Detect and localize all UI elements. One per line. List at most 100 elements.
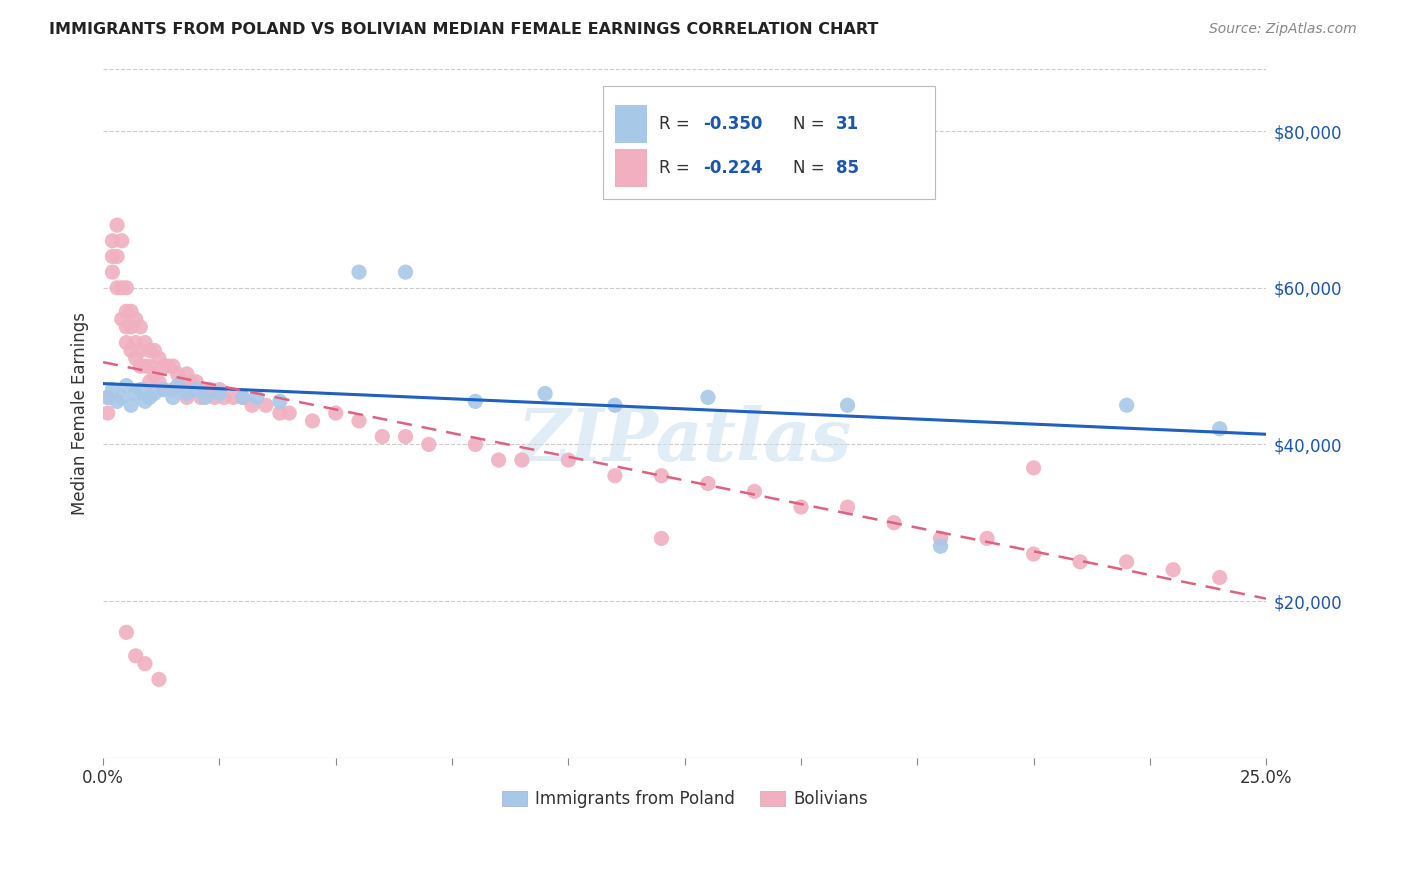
Point — [105, 394, 128, 409]
Point — [603, 398, 626, 412]
Point — [212, 391, 235, 405]
Text: R =: R = — [659, 115, 695, 133]
Point — [148, 375, 170, 389]
Point — [204, 391, 226, 405]
Point — [790, 500, 813, 514]
Text: -0.350: -0.350 — [703, 115, 762, 133]
Text: 31: 31 — [837, 115, 859, 133]
Point — [347, 414, 370, 428]
Point — [929, 539, 952, 553]
Point — [143, 343, 166, 358]
Point — [301, 414, 323, 428]
Point — [148, 673, 170, 687]
Point — [186, 375, 208, 389]
Point — [115, 304, 138, 318]
Point — [115, 378, 138, 392]
Point — [198, 383, 221, 397]
Point — [172, 375, 194, 389]
Point — [208, 386, 231, 401]
Point — [837, 398, 859, 412]
Point — [976, 532, 998, 546]
Point — [115, 335, 138, 350]
Point — [138, 375, 160, 389]
Point — [101, 234, 124, 248]
Point — [134, 359, 156, 373]
Point — [129, 383, 152, 397]
Point — [143, 367, 166, 381]
FancyBboxPatch shape — [614, 150, 647, 187]
Point — [152, 383, 174, 397]
Text: IMMIGRANTS FROM POLAND VS BOLIVIAN MEDIAN FEMALE EARNINGS CORRELATION CHART: IMMIGRANTS FROM POLAND VS BOLIVIAN MEDIA… — [49, 22, 879, 37]
Point — [115, 625, 138, 640]
Point — [148, 351, 170, 366]
Point — [246, 391, 269, 405]
Point — [162, 359, 184, 373]
Point — [232, 391, 254, 405]
Point — [1208, 570, 1230, 584]
Point — [120, 304, 142, 318]
Point — [97, 391, 120, 405]
Point — [152, 359, 174, 373]
Legend: Immigrants from Poland, Bolivians: Immigrants from Poland, Bolivians — [495, 783, 875, 814]
Point — [269, 394, 291, 409]
Point — [134, 394, 156, 409]
Text: Source: ZipAtlas.com: Source: ZipAtlas.com — [1209, 22, 1357, 37]
Text: 85: 85 — [837, 160, 859, 178]
Point — [97, 406, 120, 420]
Point — [190, 391, 212, 405]
Point — [101, 265, 124, 279]
Point — [534, 386, 557, 401]
Point — [162, 383, 184, 397]
Point — [138, 359, 160, 373]
Point — [488, 453, 510, 467]
Point — [464, 437, 486, 451]
Point — [278, 406, 301, 420]
Point — [394, 265, 416, 279]
Point — [697, 476, 720, 491]
Point — [105, 218, 128, 232]
Point — [194, 383, 217, 397]
Point — [194, 391, 217, 405]
Point — [510, 453, 533, 467]
Point — [269, 406, 291, 420]
Point — [371, 429, 394, 443]
Point — [1115, 555, 1137, 569]
Point — [1208, 422, 1230, 436]
Point — [101, 250, 124, 264]
Point — [208, 383, 231, 397]
Point — [162, 391, 184, 405]
Point — [222, 391, 245, 405]
Point — [143, 386, 166, 401]
Point — [929, 532, 952, 546]
Point — [325, 406, 347, 420]
Point — [134, 657, 156, 671]
Point — [557, 453, 579, 467]
Point — [125, 648, 148, 663]
Point — [125, 335, 148, 350]
Y-axis label: Median Female Earnings: Median Female Earnings — [72, 311, 89, 515]
Point — [166, 378, 188, 392]
Point — [111, 391, 134, 405]
Text: -0.224: -0.224 — [703, 160, 763, 178]
Point — [115, 281, 138, 295]
Point — [120, 343, 142, 358]
Point — [120, 320, 142, 334]
Point — [394, 429, 416, 443]
Point — [97, 391, 120, 405]
Point — [744, 484, 766, 499]
Text: N =: N = — [793, 160, 830, 178]
Point — [1022, 461, 1045, 475]
Point — [115, 320, 138, 334]
Point — [138, 343, 160, 358]
Point — [176, 367, 198, 381]
Point — [105, 250, 128, 264]
Point — [603, 468, 626, 483]
Point — [120, 398, 142, 412]
Point — [111, 312, 134, 326]
Point — [254, 398, 277, 412]
Point — [180, 375, 202, 389]
FancyBboxPatch shape — [614, 104, 647, 143]
Point — [166, 367, 188, 381]
Text: R =: R = — [659, 160, 695, 178]
Point — [240, 398, 263, 412]
